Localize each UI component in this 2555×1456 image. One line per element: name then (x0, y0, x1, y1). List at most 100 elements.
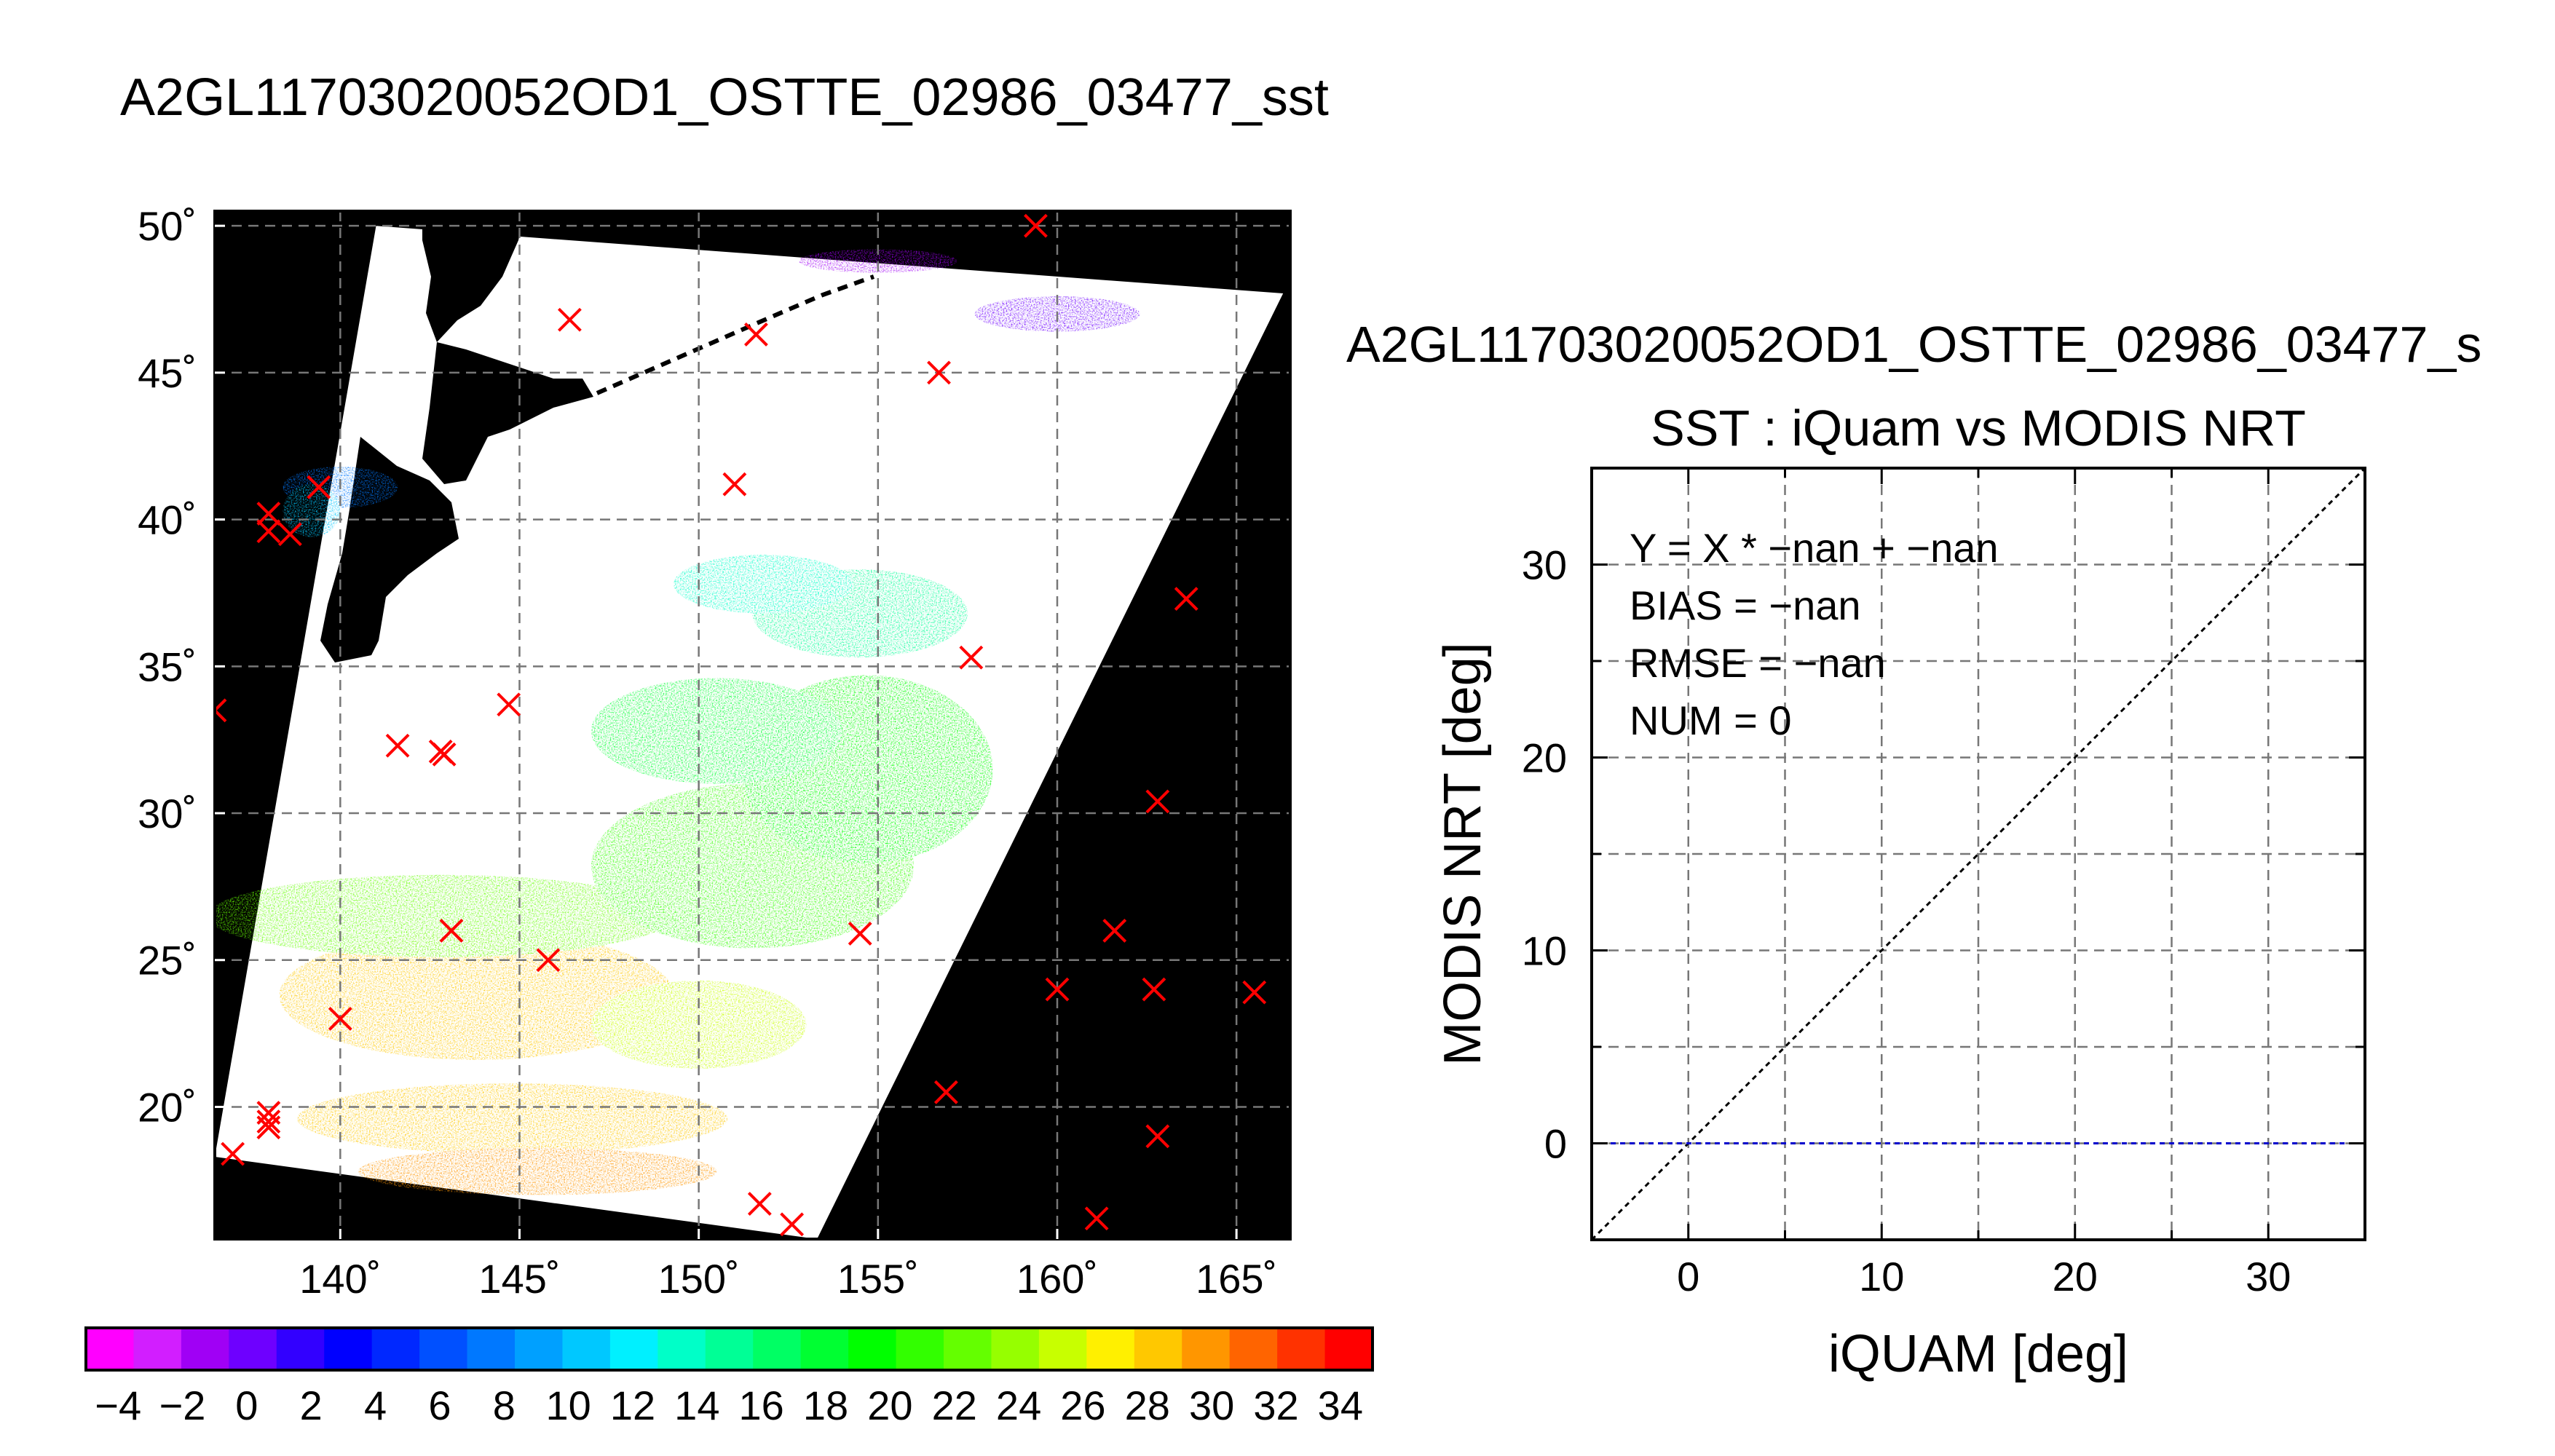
sst-region (279, 930, 674, 1060)
matchup-marker (1045, 977, 1070, 1002)
map-grid (215, 211, 1290, 1239)
matchup-marker-stroke (722, 472, 747, 496)
colorbar-tick-label: 32 (1253, 1382, 1298, 1428)
colorbar-tick-label: 30 (1189, 1382, 1234, 1428)
stats-bias: BIAS = −nan (1630, 582, 1861, 628)
matchup-marker (557, 307, 582, 332)
land-mass-hokkaido (422, 211, 524, 342)
colorbar-swatch (896, 1328, 944, 1370)
map-x-tick-label: 155˚ (837, 1256, 919, 1302)
sst-region (283, 484, 341, 537)
matchup-marker-stroke (780, 1212, 805, 1237)
x-axis-label: iQUAM [deg] (1828, 1325, 2128, 1383)
colorbar-tick-label: 2 (300, 1382, 323, 1428)
colorbar-tick-label: 20 (867, 1382, 912, 1428)
colorbar-tick-label: 10 (545, 1382, 591, 1428)
matchup-marker-stroke (221, 1142, 245, 1166)
colorbar-swatch (1324, 1328, 1373, 1370)
colorbar-tick-label: 0 (235, 1382, 258, 1428)
colorbar-swatch (276, 1328, 325, 1370)
matchup-marker-stroke (959, 645, 984, 670)
colorbar-swatch (800, 1328, 849, 1370)
scatter-y-tick-label: 10 (1522, 928, 1567, 974)
colorbar-swatch (609, 1328, 658, 1370)
matchup-marker-stroke (432, 742, 457, 767)
map-y-tick-label: 20˚ (138, 1084, 197, 1130)
map-y-tick-label: 40˚ (138, 497, 197, 543)
matchup-marker-stroke (277, 522, 302, 547)
matchup-marker-stroke (1242, 980, 1267, 1005)
matchup-markers (215, 213, 1267, 1237)
matchup-marker (256, 1109, 281, 1134)
matchup-marker (722, 472, 747, 496)
matchup-marker (1174, 587, 1198, 611)
colorbar-swatch (229, 1328, 277, 1370)
colorbar-tick-label: 14 (674, 1382, 719, 1428)
sst-patches (215, 249, 1140, 1195)
matchup-marker-stroke (1174, 587, 1198, 611)
stats-rmse: RMSE = −nan (1630, 640, 1886, 686)
land-mass (320, 211, 593, 662)
sst-region (591, 678, 842, 784)
matchup-marker-stroke (1142, 977, 1166, 1002)
colorbar-swatch (515, 1328, 564, 1370)
scatter-x-tick-label: 0 (1677, 1254, 1699, 1299)
colorbar-swatch (1038, 1328, 1087, 1370)
matchup-marker-stroke (927, 360, 951, 385)
matchup-marker (256, 502, 281, 526)
colorbar-swatch (371, 1328, 420, 1370)
matchup-marker-stroke (215, 708, 227, 723)
colorbar: −4 −2 0 2 4 6 8 10 12 14 16 18 20 22 24 26 28 30 32 34 (84, 1326, 1374, 1428)
matchup-marker (536, 948, 561, 973)
kuril-islands (596, 274, 875, 395)
matchup-marker (1145, 1124, 1170, 1149)
matchup-marker (277, 522, 302, 547)
scatter-title: A2GL11703020052OD1_OSTTE_02986_03477_s (1346, 316, 2481, 373)
colorbar-tick-label: 12 (610, 1382, 655, 1428)
stats-fit-equation: Y = X * −nan + −nan (1630, 525, 1999, 571)
colorbar-tick-label: 8 (493, 1382, 516, 1428)
map-y-tick-label: 45˚ (138, 350, 197, 396)
matchup-marker-stroke (439, 918, 464, 943)
matchup-marker-stroke (497, 692, 521, 717)
matchup-marker-stroke (747, 1192, 772, 1216)
matchup-marker (215, 698, 227, 723)
matchup-marker (933, 1080, 958, 1104)
matchup-marker (1024, 213, 1048, 238)
scatter-grid (1592, 468, 2365, 1240)
y-axis-label: MODIS NRT [deg] (1434, 642, 1492, 1066)
colorbar-swatch (419, 1328, 468, 1370)
colorbar-swatch (1182, 1328, 1231, 1370)
colorbar-swatch (657, 1328, 706, 1370)
colorbar-tick-label: 6 (428, 1382, 451, 1428)
map-y-tick-label: 50˚ (138, 203, 197, 249)
matchup-marker (780, 1212, 805, 1237)
matchup-marker-stroke (256, 519, 281, 544)
colorbar-tick-label: −2 (159, 1382, 206, 1428)
matchup-marker-stroke (848, 922, 872, 946)
map-x-tick-label: 150˚ (658, 1256, 740, 1302)
map-x-tick-label: 145˚ (478, 1256, 560, 1302)
scatter-x-tick-label: 30 (2246, 1254, 2291, 1299)
matchup-marker (439, 918, 464, 943)
sst-map: 140˚ 145˚ 150˚ 155˚ 160˚ 165˚ 20˚ 25˚ 30˚ 35˚ 40˚ 4… (138, 203, 1292, 1302)
matchup-marker-stroke (1145, 1124, 1170, 1149)
matchup-marker-stroke (1102, 918, 1127, 943)
map-y-tick-label: 30˚ (138, 791, 197, 836)
matchup-marker (221, 1142, 245, 1166)
colorbar-swatch (1229, 1328, 1278, 1370)
colorbar-tick-label: 28 (1125, 1382, 1170, 1428)
land-mass-hokkaido-east (422, 342, 593, 484)
matchup-marker-stroke (1045, 977, 1070, 1002)
matchup-marker-stroke (933, 1080, 958, 1104)
colorbar-tick-label: 34 (1318, 1382, 1363, 1428)
colorbar-tick-label: −4 (95, 1382, 141, 1428)
colorbar-swatch (1277, 1328, 1326, 1370)
map-x-tick-label: 165˚ (1196, 1256, 1277, 1302)
scatter-x-tick-label: 20 (2053, 1254, 2098, 1299)
matchup-marker (927, 360, 951, 385)
map-axes: 140˚ 145˚ 150˚ 155˚ 160˚ 165˚ 20˚ 25˚ 30˚ 35˚ 40˚ 4… (138, 203, 1277, 1302)
matchup-marker-stroke (256, 502, 281, 526)
matchup-marker (432, 742, 457, 767)
